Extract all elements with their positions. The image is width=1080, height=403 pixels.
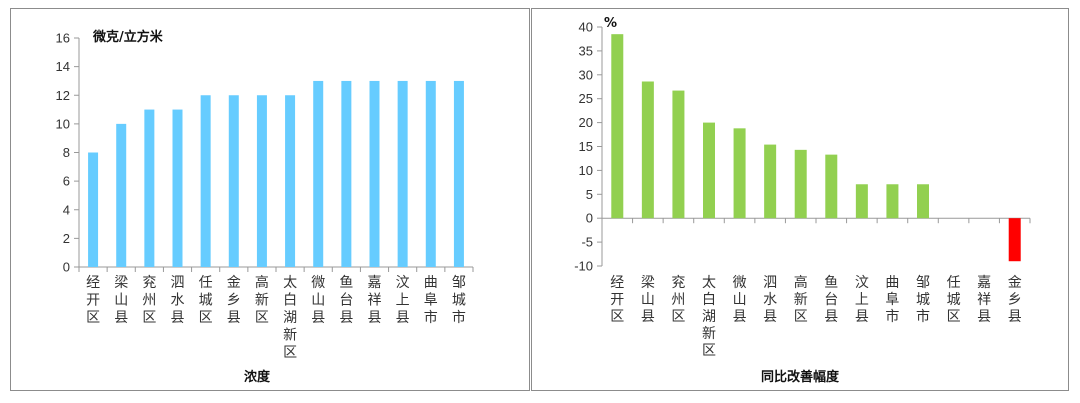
x-category-label: 金乡县 (227, 275, 241, 326)
bar (794, 149, 807, 219)
y-tick-label: 20 (579, 115, 593, 130)
x-category-label: 微山县 (311, 275, 325, 326)
x-category-label: 梁山县 (641, 275, 655, 325)
y-tick-label: 30 (579, 67, 593, 82)
bar (369, 80, 380, 267)
bar (825, 154, 838, 219)
bar (703, 122, 715, 219)
bar (641, 81, 654, 219)
x-category-label: 邹城市 (916, 275, 930, 325)
x-category-label: 嘉祥县 (977, 275, 991, 325)
x-category-label: 金乡县 (1008, 275, 1022, 325)
bar (672, 90, 685, 219)
x-category-label: 鱼台县 (339, 274, 353, 326)
x-category-label: 太白湖新区 (283, 275, 297, 361)
y-tick-label: 6 (63, 174, 70, 189)
x-category-label: 汶上县 (396, 274, 410, 326)
bar (764, 144, 777, 219)
x-category-label: 高新区 (794, 274, 808, 325)
x-category-label: 高新区 (255, 274, 269, 326)
bar (172, 109, 183, 267)
bar (855, 184, 868, 219)
y-tick-label: 14 (56, 59, 70, 74)
bar (341, 80, 352, 267)
x-category-label: 经开区 (86, 275, 100, 326)
improvement-chart-panel: % 同比改善幅度 -10 -5 0 5 10 15 20 25 30 35 40 经开区 梁山县 兖州区 太… (531, 8, 1069, 391)
x-category-label: 兖州区 (671, 275, 685, 325)
y-tick-label: 16 (56, 31, 70, 46)
x-category-label: 太白湖新区 (702, 275, 716, 359)
y-tick-label: 35 (579, 43, 593, 58)
y-tick-label: 25 (579, 91, 593, 106)
y-tick-label: 2 (63, 231, 70, 246)
y-tick-label: 0 (586, 211, 593, 226)
y-tick-label: -10 (574, 259, 593, 274)
x-category-label: 泗水县 (171, 275, 185, 326)
x-category-label: 微山县 (733, 275, 747, 325)
y-tick-label: 10 (56, 116, 70, 131)
y-tick-label: 8 (63, 145, 70, 160)
y-tick-label: 12 (56, 88, 70, 103)
x-category-label: 曲阜市 (424, 275, 438, 326)
x-category-label: 任城区 (199, 275, 213, 326)
x-category-label: 鱼台县 (824, 274, 838, 325)
concentration-chart-panel: 微克/立方米 浓度 0 2 4 6 8 10 12 14 16 经开区 梁山县 兖州区 泗水县 任城区 金乡… (10, 8, 530, 391)
y-tick-label: -5 (581, 235, 593, 250)
y-tick-label: 40 (579, 20, 593, 35)
bar (397, 80, 408, 267)
bar (453, 80, 464, 267)
x-category-label: 任城区 (947, 275, 961, 325)
improvement-bar-chart: % 同比改善幅度 -10 -5 0 5 10 15 20 25 30 35 40 经开区 梁山县 兖州区 太… (574, 16, 1031, 385)
y-tick-label: 15 (579, 139, 593, 154)
x-category-label: 泗水县 (763, 275, 777, 325)
y-tick-label: 0 (63, 260, 70, 275)
y-axis-unit-label: % (604, 16, 617, 31)
bar (228, 95, 239, 267)
x-category-label: 曲阜市 (885, 275, 899, 325)
y-tick-label: 10 (579, 163, 593, 178)
x-category-label: 嘉祥县 (368, 275, 382, 326)
x-category-label: 经开区 (610, 275, 624, 325)
bar (1008, 218, 1021, 262)
bar (425, 80, 436, 267)
bar (733, 128, 746, 219)
x-category-label: 梁山县 (114, 275, 128, 326)
y-tick-label: 4 (63, 202, 70, 217)
bar (917, 184, 929, 219)
bar (886, 184, 899, 219)
y-tick-label: 5 (586, 187, 593, 202)
bar (200, 95, 211, 267)
bar (611, 34, 624, 219)
bar (313, 80, 324, 267)
bar (285, 95, 296, 267)
y-axis-unit-label: 微克/立方米 (92, 29, 164, 45)
bar (88, 152, 99, 267)
x-category-label: 兖州区 (142, 275, 156, 326)
bar (116, 123, 127, 267)
bar (256, 95, 267, 267)
bar (144, 109, 155, 267)
x-category-label: 汶上县 (855, 274, 869, 325)
x-axis-title: 浓度 (244, 369, 271, 385)
x-axis-title: 同比改善幅度 (761, 369, 840, 385)
x-category-label: 邹城市 (452, 275, 466, 326)
